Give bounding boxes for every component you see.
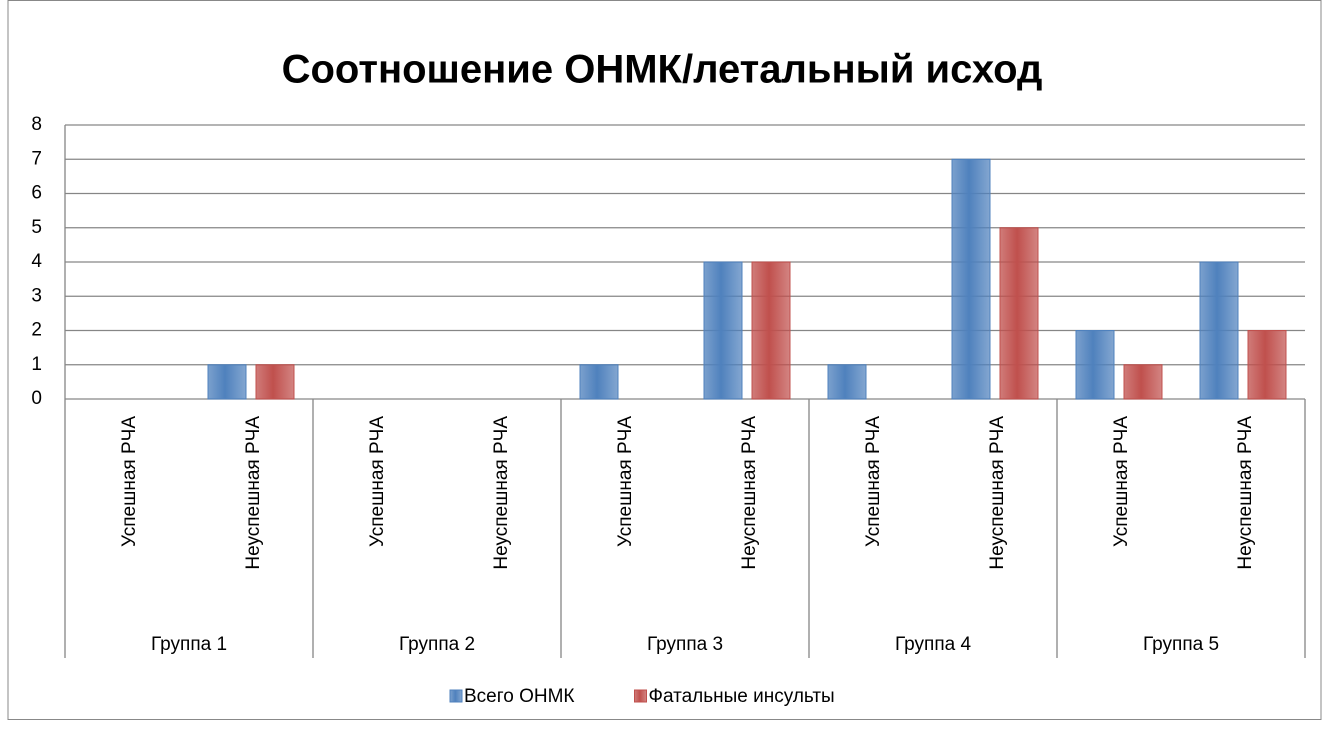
chart-title: Соотношение ОНМК/летальный исход xyxy=(282,48,1043,92)
x-tick-label: Неуспешная РЧА xyxy=(243,416,264,570)
bar xyxy=(999,227,1039,400)
x-tick-label: Успешная РЧА xyxy=(119,416,140,547)
group-label: Группа 2 xyxy=(399,634,475,655)
legend-swatch xyxy=(634,689,647,703)
group-label: Группа 4 xyxy=(895,634,971,655)
bar xyxy=(255,364,295,400)
x-tick-label: Успешная РЧА xyxy=(863,416,884,547)
y-tick-label: 6 xyxy=(31,183,42,204)
bar xyxy=(703,261,743,400)
bar xyxy=(827,364,867,400)
bar xyxy=(1199,261,1239,400)
x-tick-label: Успешная РЧА xyxy=(367,416,388,547)
group-label: Группа 5 xyxy=(1143,634,1219,655)
legend-label: Всего ОНМК xyxy=(464,686,575,707)
bar xyxy=(207,364,247,400)
x-tick-label: Неуспешная РЧА xyxy=(1235,416,1256,570)
legend-swatch xyxy=(449,689,463,703)
bar xyxy=(1123,364,1163,400)
group-label: Группа 3 xyxy=(647,634,723,655)
bar xyxy=(951,158,991,400)
chart-frame xyxy=(7,0,1322,720)
y-tick-label: 4 xyxy=(31,251,42,272)
legend-label: Фатальные инсульты xyxy=(649,686,835,707)
x-tick-label: Успешная РЧА xyxy=(1111,416,1132,547)
x-tick-label: Успешная РЧА xyxy=(615,416,636,547)
y-tick-label: 7 xyxy=(31,148,42,169)
bar xyxy=(579,364,619,400)
y-tick-label: 2 xyxy=(31,320,42,341)
y-tick-label: 0 xyxy=(31,388,42,409)
y-tick-label: 1 xyxy=(31,354,42,375)
x-tick-label: Неуспешная РЧА xyxy=(739,416,760,570)
y-tick-label: 5 xyxy=(31,217,42,238)
y-tick-label: 3 xyxy=(31,285,42,306)
bar xyxy=(751,261,791,400)
x-tick-label: Неуспешная РЧА xyxy=(987,416,1008,570)
group-label: Группа 1 xyxy=(151,634,227,655)
bar xyxy=(1075,330,1115,400)
x-tick-label: Неуспешная РЧА xyxy=(491,416,512,570)
y-tick-label: 8 xyxy=(31,114,42,135)
bar xyxy=(1247,330,1287,400)
